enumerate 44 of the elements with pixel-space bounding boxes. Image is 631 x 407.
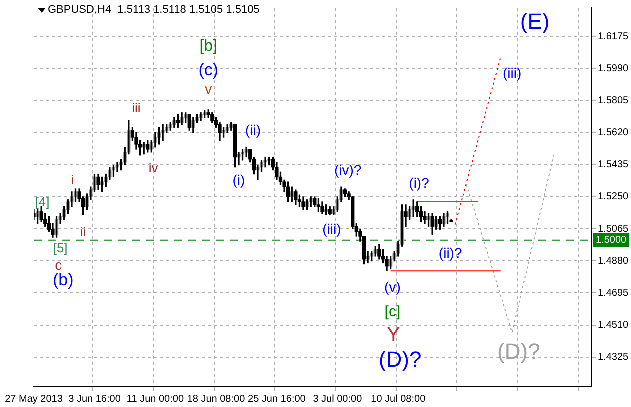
y-tick-label: 1.5620 xyxy=(598,128,630,139)
x-tick-label: 27 May 2013 xyxy=(5,394,64,405)
annotation: (v) xyxy=(384,279,401,295)
annotation: (c) xyxy=(198,60,219,80)
y-tick-label: 1.4695 xyxy=(598,288,630,299)
y-tick-label: 1.4325 xyxy=(598,352,630,364)
annotation: (b) xyxy=(53,270,74,290)
annotation: (i) xyxy=(232,172,246,188)
annotation: (D)? xyxy=(498,339,540,364)
chart-title: GBPUSD,H4 1.5113 1.5118 1.5105 1.5105 xyxy=(48,4,260,16)
y-tick-label: 1.6175 xyxy=(598,31,630,42)
annotation: i xyxy=(71,172,74,188)
ref-line-label: 1.5000 xyxy=(596,235,628,246)
y-tick-label: 1.5435 xyxy=(598,160,630,171)
y-tick-label: 1.5065 xyxy=(598,224,630,235)
annotation: (E) xyxy=(520,9,550,34)
annotation: (i)? xyxy=(409,175,430,191)
x-tick-label: 18 Jun 08:00 xyxy=(187,394,246,405)
x-tick-label: 3 Jun 16:00 xyxy=(68,394,122,405)
annotation: iii xyxy=(132,100,141,116)
annotation: [b] xyxy=(200,38,218,55)
x-tick-label: 10 Jul 08:00 xyxy=(371,394,426,405)
y-tick-label: 1.4880 xyxy=(598,256,630,267)
x-tick-label: 3 Jul 00:00 xyxy=(313,394,363,405)
annotation: (D)? xyxy=(378,347,422,372)
annotation: Y xyxy=(386,324,400,346)
annotation: c xyxy=(55,257,62,273)
annotation: [4] xyxy=(35,194,50,210)
annotation: (iii) xyxy=(502,65,522,81)
x-tick-label: 25 Jun 16:00 xyxy=(248,394,306,405)
annotation: ii xyxy=(80,224,86,240)
annotation: v xyxy=(205,81,212,97)
annotation: (iv)? xyxy=(334,162,362,178)
annotation: (iii) xyxy=(322,221,342,237)
x-tick-label: 11 Jun 00:00 xyxy=(126,394,184,405)
y-tick-label: 1.5990 xyxy=(598,63,630,74)
annotation: iv xyxy=(148,160,158,176)
annotation: [5] xyxy=(53,240,68,256)
annotation: (ii)? xyxy=(438,245,462,261)
annotation: [c] xyxy=(384,304,401,320)
y-tick-label: 1.4510 xyxy=(598,320,630,332)
y-tick-label: 1.5250 xyxy=(598,192,630,203)
annotation: (ii) xyxy=(245,122,261,138)
y-tick-label: 1.5805 xyxy=(598,96,630,107)
